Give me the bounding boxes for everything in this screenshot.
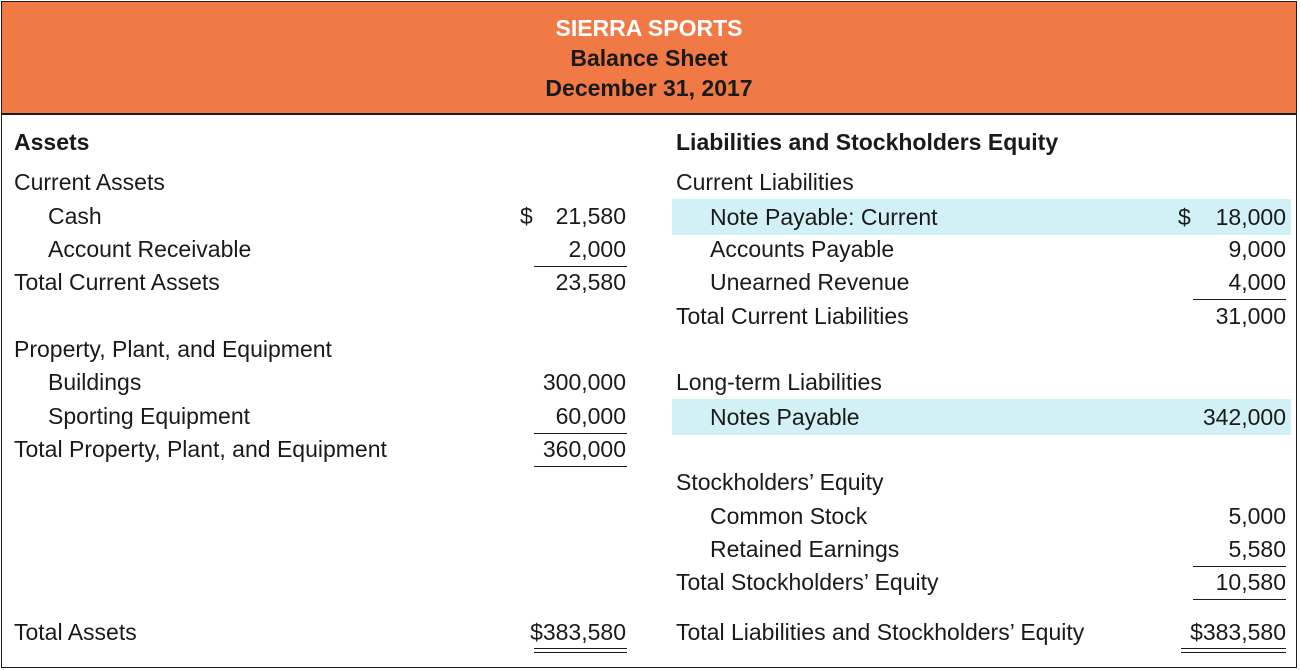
- current-assets-heading: Current Assets: [14, 169, 165, 195]
- company-name: SIERRA SPORTS: [555, 15, 743, 41]
- ar-amount: 2,000: [568, 236, 626, 262]
- notes-payable-amount: 342,000: [1202, 404, 1286, 430]
- total-equity-label: Total Stockholders’ Equity: [676, 569, 939, 595]
- buildings-amount: 300,000: [542, 369, 626, 395]
- equity-heading: Stockholders’ Equity: [676, 469, 884, 495]
- note-current-label: Note Payable: Current: [710, 204, 938, 230]
- total-equity-amount: 10,580: [1215, 569, 1286, 595]
- total-assets-label: Total Assets: [14, 619, 137, 645]
- total-ppe-amount: 360,000: [542, 436, 626, 462]
- subtotal-rule: [1193, 299, 1286, 300]
- subtotal-rule: [1193, 566, 1286, 567]
- sheet-header: SIERRA SPORTS Balance Sheet December 31,…: [2, 2, 1296, 115]
- common-stock-amount: 5,000: [1228, 503, 1286, 529]
- common-stock-label: Common Stock: [710, 503, 868, 529]
- double-total-rule: [1181, 648, 1286, 653]
- total-current-assets-amount: 23,580: [555, 269, 626, 295]
- buildings-label: Buildings: [48, 369, 142, 395]
- cash-label: Cash: [48, 203, 102, 229]
- ap-amount: 9,000: [1228, 236, 1286, 262]
- total-liabilities-equity-label: Total Liabilities and Stockholders’ Equi…: [676, 619, 1085, 645]
- total-liabilities-equity-amount: $383,580: [1190, 619, 1286, 645]
- assets-heading: Assets: [14, 129, 90, 155]
- retained-earnings-label: Retained Earnings: [710, 536, 900, 562]
- total-current-liabilities-label: Total Current Liabilities: [676, 303, 909, 329]
- liabilities-heading: Liabilities and Stockholders Equity: [676, 129, 1059, 155]
- equipment-amount: 60,000: [555, 403, 626, 429]
- total-current-assets-label: Total Current Assets: [14, 269, 220, 295]
- total-current-liabilities-amount: 31,000: [1215, 303, 1286, 329]
- subtotal-rule: [534, 433, 627, 434]
- retained-earnings-amount: 5,580: [1228, 536, 1286, 562]
- subtotal-rule: [534, 266, 627, 267]
- longterm-liabilities-heading: Long-term Liabilities: [676, 369, 882, 395]
- cash-amount: 21,580: [555, 203, 626, 229]
- total-ppe-label: Total Property, Plant, and Equipment: [14, 436, 387, 462]
- unearned-amount: 4,000: [1228, 269, 1286, 295]
- notes-payable-label: Notes Payable: [710, 404, 860, 430]
- total-assets-amount: $383,580: [530, 619, 626, 645]
- ppe-heading: Property, Plant, and Equipment: [14, 336, 332, 362]
- statement-date: December 31, 2017: [545, 75, 753, 101]
- equipment-label: Sporting Equipment: [48, 403, 251, 429]
- note-current-dollar-sign: $: [1178, 204, 1191, 230]
- subtotal-rule: [534, 466, 627, 467]
- note-current-amount: 18,000: [1215, 204, 1286, 230]
- unearned-label: Unearned Revenue: [710, 269, 910, 295]
- statement-title: Balance Sheet: [570, 45, 728, 71]
- row-highlight: [672, 399, 1291, 435]
- subtotal-rule: [1193, 599, 1286, 600]
- ap-label: Accounts Payable: [710, 236, 895, 262]
- ar-label: Account Receivable: [48, 236, 252, 262]
- current-liabilities-heading: Current Liabilities: [676, 169, 854, 195]
- row-highlight: [672, 199, 1291, 235]
- cash-dollar-sign: $: [520, 203, 533, 229]
- double-total-rule: [534, 648, 627, 653]
